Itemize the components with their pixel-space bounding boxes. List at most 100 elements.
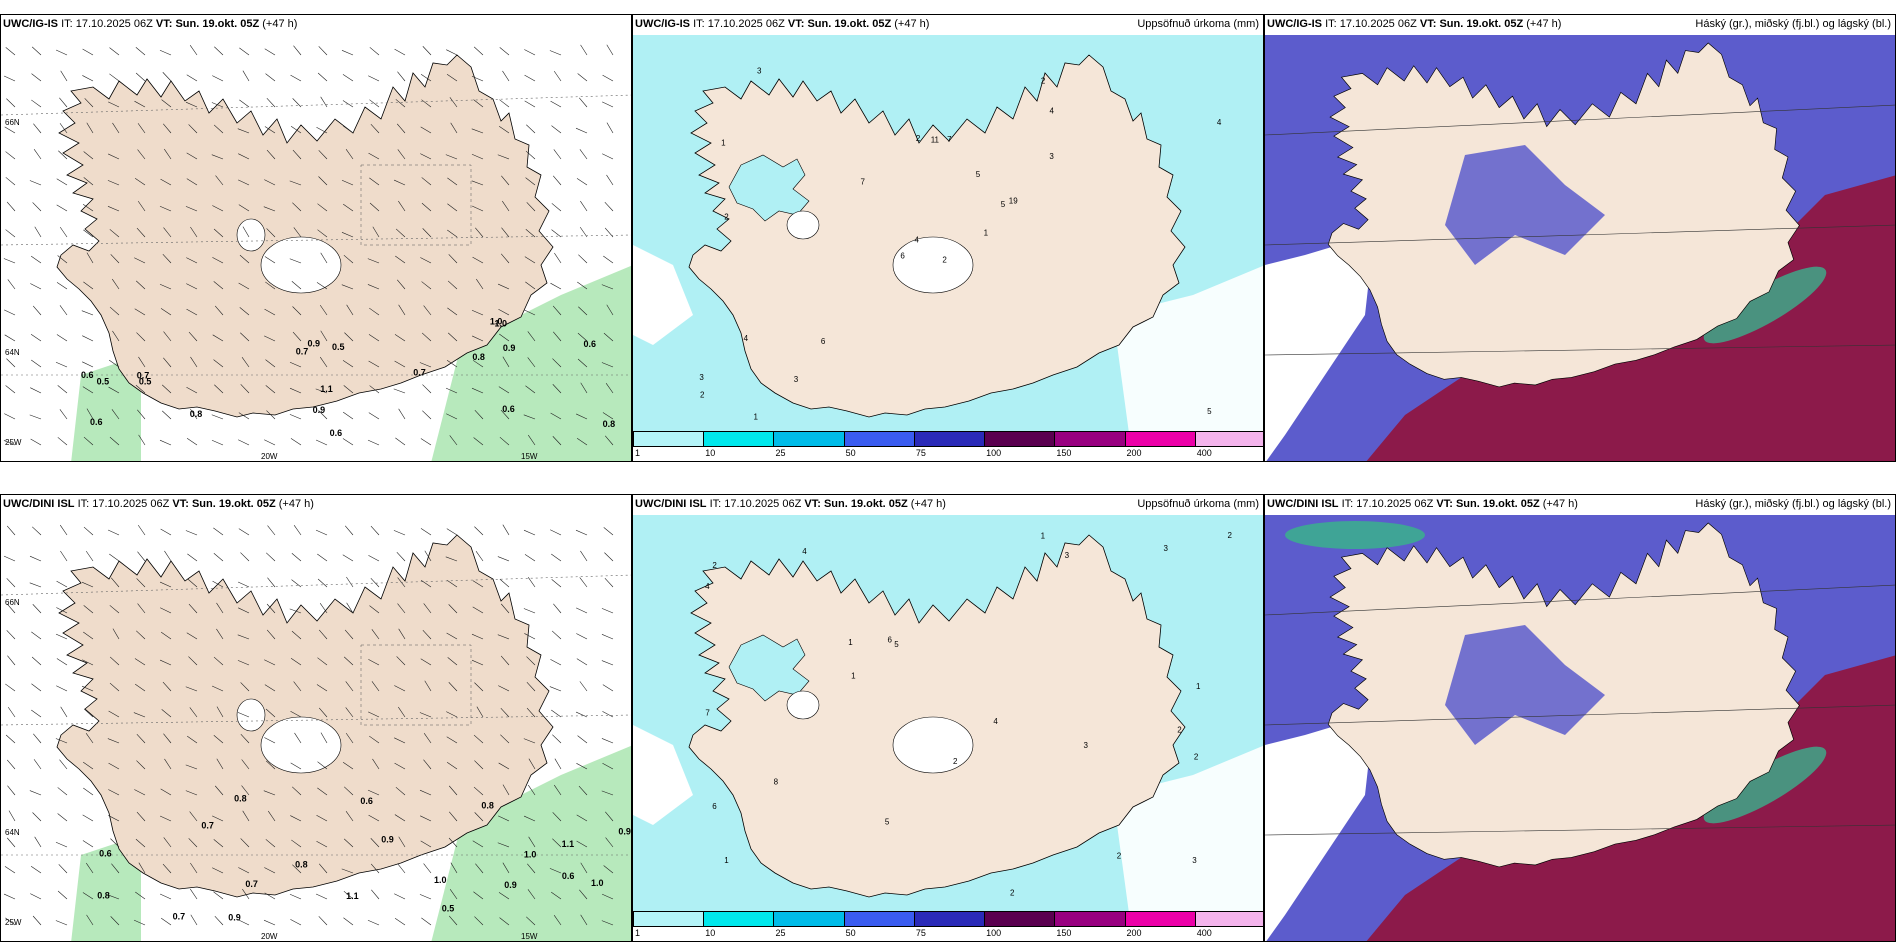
vt-label: VT: — [1436, 498, 1453, 510]
wind-barb — [368, 555, 380, 562]
wind-barb — [292, 331, 302, 342]
colorbar-label: 75 — [915, 928, 926, 938]
wind-barb — [526, 656, 536, 666]
wind-barb — [57, 437, 68, 446]
wind-barb — [291, 552, 302, 562]
wind-barb — [214, 384, 224, 394]
wind-barb — [163, 837, 172, 848]
wind-map: 66N 64N 25W 20W 15W 0.9 0.6 0.6 1.0 0.7 0.9 0.8 0.8 0… — [1, 515, 631, 941]
wind-barb — [214, 305, 224, 316]
precip-value: 4 — [1217, 118, 1222, 127]
wind-barb — [497, 634, 510, 640]
wind-barb — [445, 387, 458, 394]
axis-label: 25W — [5, 438, 22, 447]
wind-barb — [318, 410, 328, 420]
colorbar-segment — [913, 911, 985, 927]
wind-barb — [8, 810, 16, 822]
wind-barb — [112, 122, 120, 134]
wind-barb — [601, 362, 614, 368]
wind-barb — [397, 279, 406, 290]
wind-barb — [5, 177, 16, 186]
wind-barb — [497, 154, 510, 160]
wind-barb — [290, 658, 302, 666]
wind-barb — [107, 738, 120, 744]
wind-barb — [368, 412, 380, 420]
wind-barb — [110, 838, 120, 848]
wind-barb — [500, 734, 510, 744]
wind-barb — [32, 202, 42, 212]
wind-barb — [446, 528, 458, 536]
wind-barb — [112, 330, 120, 342]
wind-barb — [160, 308, 172, 316]
wind-barb — [137, 149, 146, 160]
precip-area — [71, 355, 141, 461]
valid-time: Sun. 19.okt. 05Z — [1439, 18, 1524, 30]
wind-barb — [577, 281, 588, 290]
wind-barb — [474, 916, 484, 926]
colorbar-segment — [1054, 431, 1125, 447]
wind-barb — [474, 526, 484, 536]
wind-barb — [604, 552, 614, 562]
wind-barb — [82, 840, 94, 848]
wind-barb — [550, 412, 562, 420]
wind-barb — [264, 867, 276, 874]
precip-area — [431, 265, 631, 461]
wind-barb — [320, 330, 328, 342]
precip-value: 5 — [1001, 200, 1006, 209]
wind-barb — [475, 863, 484, 874]
vt-label: VT: — [155, 18, 173, 30]
wind-barb — [266, 97, 276, 108]
glacier — [786, 210, 820, 240]
panel-header: UWC/IG-IS IT: 17.10.2025 06Z VT: Sun. 19… — [1267, 17, 1893, 33]
wind-barb — [449, 888, 458, 900]
wind-barb — [135, 72, 146, 82]
wind-barb — [81, 581, 94, 588]
wind-barb — [136, 733, 146, 744]
wind-barb — [343, 890, 354, 900]
wind-barb — [552, 358, 562, 368]
wind-barb — [213, 228, 224, 238]
precip-value: 6 — [712, 802, 717, 811]
wind-barb — [266, 629, 276, 640]
precip-value: 2 — [1010, 889, 1015, 898]
wind-barb — [109, 229, 120, 238]
wind-barb — [367, 920, 380, 926]
wind-barb — [367, 258, 380, 264]
wind-barb — [499, 578, 510, 588]
init-time: 17.10.2025 06Z — [75, 18, 153, 30]
grid-line — [1, 234, 631, 246]
colorbar-segment — [1054, 911, 1125, 927]
wind-barb — [398, 304, 406, 316]
wind-barb — [138, 862, 146, 874]
wind-barb — [212, 75, 224, 82]
wind-barb — [580, 44, 588, 56]
wind-barb — [369, 99, 380, 108]
wind-barb — [289, 180, 302, 186]
wind-barb — [109, 656, 120, 666]
wind-barb — [32, 526, 42, 536]
wind-barb — [372, 758, 380, 770]
wind-barb — [525, 177, 536, 186]
precip-value: 0.6 — [562, 871, 575, 881]
wind-barb — [369, 47, 380, 56]
wind-barb — [471, 75, 484, 82]
it-label: IT: — [61, 18, 73, 30]
wind-barb — [552, 305, 562, 316]
wind-barb — [264, 684, 276, 692]
wind-barb — [370, 123, 380, 134]
wind-barb — [58, 864, 68, 874]
wind-barb — [368, 75, 380, 82]
wind-barb — [30, 438, 42, 446]
wind-barb — [56, 580, 68, 588]
wind-barb — [524, 74, 536, 82]
precip-value: 0.9 — [381, 835, 394, 845]
wind-barb — [292, 98, 302, 108]
wind-barb — [161, 410, 172, 420]
wind-barb — [498, 125, 510, 134]
wind-barb — [86, 914, 94, 926]
axis-label: 20W — [261, 452, 278, 461]
wind-barb — [240, 332, 250, 342]
wind-barb — [212, 580, 224, 588]
wind-barb — [553, 603, 562, 614]
wind-barb — [601, 634, 614, 640]
